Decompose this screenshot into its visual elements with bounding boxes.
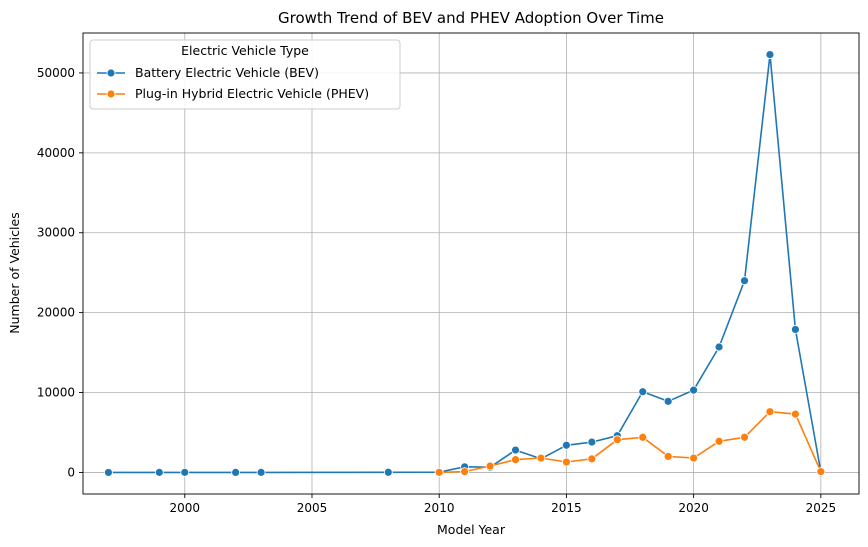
y-tick-label: 0 <box>67 465 75 479</box>
data-point-phev <box>663 452 673 461</box>
legend-marker-swatch <box>106 68 116 78</box>
x-tick-label: 2010 <box>424 501 455 515</box>
data-point-phev <box>638 432 648 442</box>
data-point-phev <box>536 453 546 463</box>
data-point-bev <box>104 468 113 477</box>
data-point-phev <box>765 407 775 417</box>
legend-box <box>89 39 401 110</box>
y-tick-label: 30000 <box>37 226 75 240</box>
legend-title: Electric Vehicle Type <box>181 43 309 58</box>
data-point-bev <box>511 445 520 455</box>
data-point-bev <box>180 467 190 477</box>
data-point-bev <box>663 396 673 406</box>
y-tick-label: 50000 <box>37 66 75 80</box>
data-point-bev <box>714 342 724 352</box>
x-tick-label: 2015 <box>551 501 582 515</box>
data-point-phev <box>790 409 800 419</box>
legend-marker-swatch <box>106 89 116 99</box>
series-line-bev <box>108 53 822 474</box>
data-point-bev <box>383 467 393 477</box>
y-tick-label: 40000 <box>37 146 75 160</box>
data-point-bev <box>740 276 749 286</box>
y-axis-label: Number of Vehicles <box>7 212 22 333</box>
series-group <box>104 50 826 477</box>
grid <box>83 33 859 494</box>
data-point-bev <box>256 467 266 477</box>
x-tick-label: 2005 <box>297 501 328 515</box>
series-line-phev <box>439 410 822 474</box>
y-tick-label: 20000 <box>37 306 75 320</box>
data-point-phev <box>689 453 699 463</box>
data-point-phev <box>485 461 495 471</box>
x-tick-label: 2025 <box>806 501 837 515</box>
chart-title: Growth Trend of BEV and PHEV Adoption Ov… <box>278 9 664 27</box>
data-point-phev <box>612 435 622 445</box>
data-point-bev <box>790 325 800 334</box>
legend: Electric Vehicle Type Battery Electric Ve… <box>89 39 401 110</box>
data-point-phev <box>434 467 444 477</box>
x-tick-label: 2000 <box>169 501 200 515</box>
legend-entry-label: Battery Electric Vehicle (BEV) <box>135 65 319 80</box>
x-tick-label: 2020 <box>678 501 709 515</box>
data-point-bev <box>231 468 241 477</box>
plot-frame <box>82 32 860 495</box>
x-axis-label: Model Year <box>437 522 506 537</box>
data-point-phev <box>511 455 520 465</box>
y-tick-label: 10000 <box>37 386 75 400</box>
axes: 2000 2005 2010 2015 2020 2025 0 10000 20000 30000… <box>37 32 860 515</box>
data-point-bev <box>765 50 775 59</box>
data-point-phev <box>714 436 724 446</box>
data-point-bev <box>562 440 571 450</box>
data-point-bev <box>587 437 597 447</box>
data-point-phev <box>562 457 571 467</box>
data-point-phev <box>587 454 597 464</box>
data-point-bev <box>154 467 164 477</box>
data-point-phev <box>816 467 826 477</box>
data-point-bev <box>638 387 648 397</box>
data-point-bev <box>689 385 699 395</box>
legend-entry-label: Plug-in Hybrid Electric Vehicle (PHEV) <box>135 86 369 101</box>
data-point-phev <box>460 467 470 477</box>
data-point-phev <box>740 432 749 442</box>
